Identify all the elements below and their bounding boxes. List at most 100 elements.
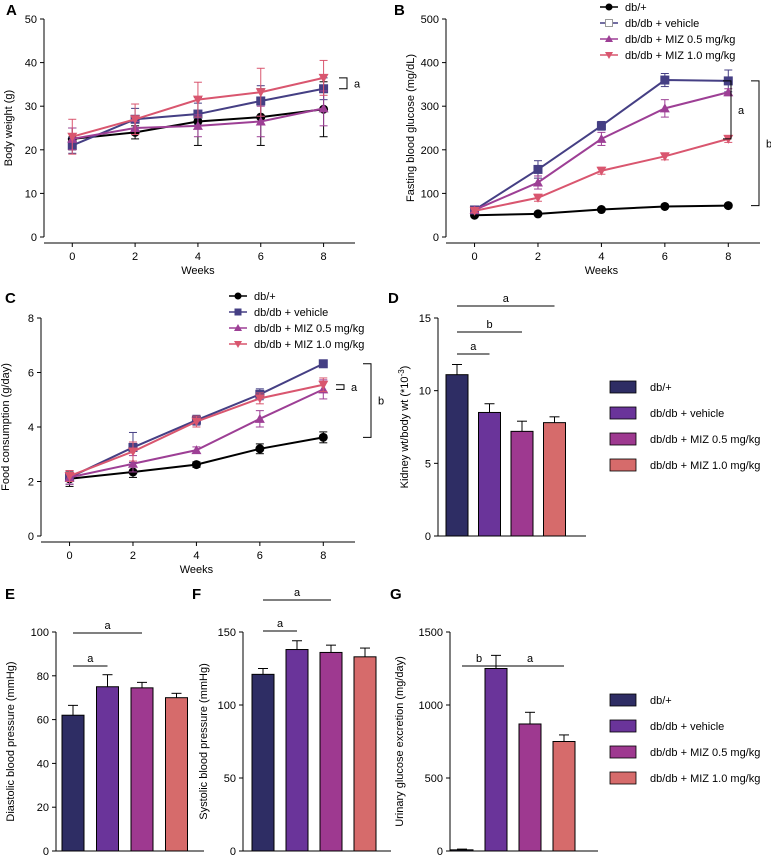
legend-marker (605, 52, 613, 59)
y-tick-label: 10 (419, 386, 431, 398)
legend-swatch (609, 745, 637, 759)
legend-swatch (609, 380, 637, 394)
legend-item: db/+ (609, 380, 672, 394)
x-tick-label: 0 (471, 251, 477, 263)
legend-label: db/db + MIZ 0.5 mg/kg (254, 323, 364, 335)
x-tick-label: 8 (725, 251, 731, 263)
panel-E: E 0 20 40 60 80 100 Diastolic blood pressure (m… (5, 586, 204, 856)
y-tick-label: 0 (230, 846, 236, 856)
bar (165, 697, 188, 852)
data-point (318, 359, 328, 369)
significance-bracket: a (339, 77, 361, 90)
significance-label: a (87, 653, 94, 665)
y-tick-label: 500 (425, 773, 443, 785)
y-tick-label: 500 (421, 14, 439, 26)
data-point (255, 88, 266, 98)
bracket-line (339, 77, 348, 90)
y-tick-label: 2 (28, 477, 34, 489)
bar (478, 411, 501, 537)
bar (96, 686, 119, 852)
legend-item: db/db + MIZ 0.5 mg/kg (600, 34, 735, 46)
significance-bracket: a (457, 341, 490, 355)
x-tick-label: 6 (258, 251, 264, 263)
panel-label: F (192, 586, 201, 603)
data-point (659, 152, 670, 162)
significance-bracket: b (457, 319, 522, 333)
y-tick-label: 0 (31, 232, 37, 244)
legend-item: db/+ (609, 693, 672, 707)
data-point (255, 116, 266, 126)
y-tick-label: 30 (25, 101, 37, 113)
y-axis-label: Body weight (g) (3, 90, 15, 166)
x-tick-label: 2 (130, 550, 136, 562)
y-axis-label: Diastolic blood pressure (mmHg) (5, 661, 17, 821)
legend-item: db/db + MIZ 1.0 mg/kg (229, 339, 364, 351)
x-tick-label: 4 (195, 251, 201, 263)
y-axis-label: Food consumption (g/day) (0, 363, 12, 491)
data-point (191, 460, 201, 470)
legend-label: db/db + MIZ 1.0 mg/kg (650, 773, 760, 785)
panel-F: F 0 50 100 150 Systolic blood pressure (mmHg)… (192, 586, 391, 856)
panel-label: A (6, 2, 17, 19)
series (469, 87, 734, 214)
data-point (191, 417, 202, 427)
significance-bracket: b (462, 653, 496, 667)
y-tick-label: 300 (421, 101, 439, 113)
series (67, 59, 329, 155)
x-tick-label: 0 (66, 550, 72, 562)
x-tick-label: 6 (257, 550, 263, 562)
x-tick-label: 0 (69, 251, 75, 263)
data-point (596, 166, 607, 176)
data-point (130, 115, 141, 125)
significance-bracket: a (73, 653, 108, 667)
panel-C: C 0 2 4 6 8 0 2 4 6 8 Weeks Food consumption (g/day)… (0, 290, 384, 576)
legend: db/+ db/db + vehicle db/db + MIZ 0.5 mg/kg… (229, 291, 364, 351)
legend-label: db/db + MIZ 1.0 mg/kg (625, 50, 735, 62)
y-tick-label: 1000 (419, 700, 443, 712)
y-tick-label: 400 (421, 58, 439, 70)
significance-bracket: a (73, 620, 142, 634)
y-tick-label: 100 (218, 700, 236, 712)
data-point (596, 205, 606, 215)
x-tick-label: 2 (132, 251, 138, 263)
legend-swatch (609, 406, 637, 420)
series-line (474, 91, 729, 211)
x-axis-label: Weeks (181, 265, 215, 277)
legend-swatch (609, 458, 637, 472)
legend-item: db/db + MIZ 0.5 mg/kg (609, 432, 760, 446)
y-tick-label: 1500 (419, 627, 443, 639)
data-point (67, 132, 78, 142)
data-point (659, 103, 670, 113)
data-point (318, 103, 329, 113)
panel-G: G 0 500 1000 1500 Urinary glucose excretion (… (390, 586, 760, 856)
legend-marker (605, 19, 613, 27)
legend-item: db/db + vehicle (609, 406, 724, 420)
bar (353, 656, 377, 852)
panel-label: C (5, 290, 16, 307)
y-tick-label: 100 (31, 627, 49, 639)
legend-swatch (609, 719, 637, 733)
significance-bracket: a (496, 653, 564, 667)
y-tick-label: 4 (28, 422, 34, 434)
legend-item: db/db + MIZ 1.0 mg/kg (600, 50, 735, 62)
y-axis-label: Urinary glucose excretion (mg/day) (394, 656, 406, 827)
data-point (318, 432, 328, 442)
legend-label: db/db + MIZ 1.0 mg/kg (254, 339, 364, 351)
legend-item: db/+ (600, 2, 647, 14)
bar (450, 849, 474, 852)
bar (130, 687, 154, 852)
data-point (254, 394, 265, 404)
bar (543, 422, 566, 537)
bar (445, 374, 469, 537)
significance-bracket: b (363, 363, 384, 438)
significance-label: a (351, 382, 358, 394)
legend-label: db/+ (625, 2, 647, 14)
y-axis-label: Fasting blood glucose (mg/dL) (405, 54, 417, 202)
legend-item: db/db + MIZ 1.0 mg/kg (609, 771, 760, 785)
legend-label: db/+ (650, 695, 672, 707)
significance-label: a (503, 293, 510, 305)
panel-label: D (388, 290, 399, 307)
legend-label: db/db + MIZ 1.0 mg/kg (650, 460, 760, 472)
y-tick-label: 0 (43, 846, 49, 856)
